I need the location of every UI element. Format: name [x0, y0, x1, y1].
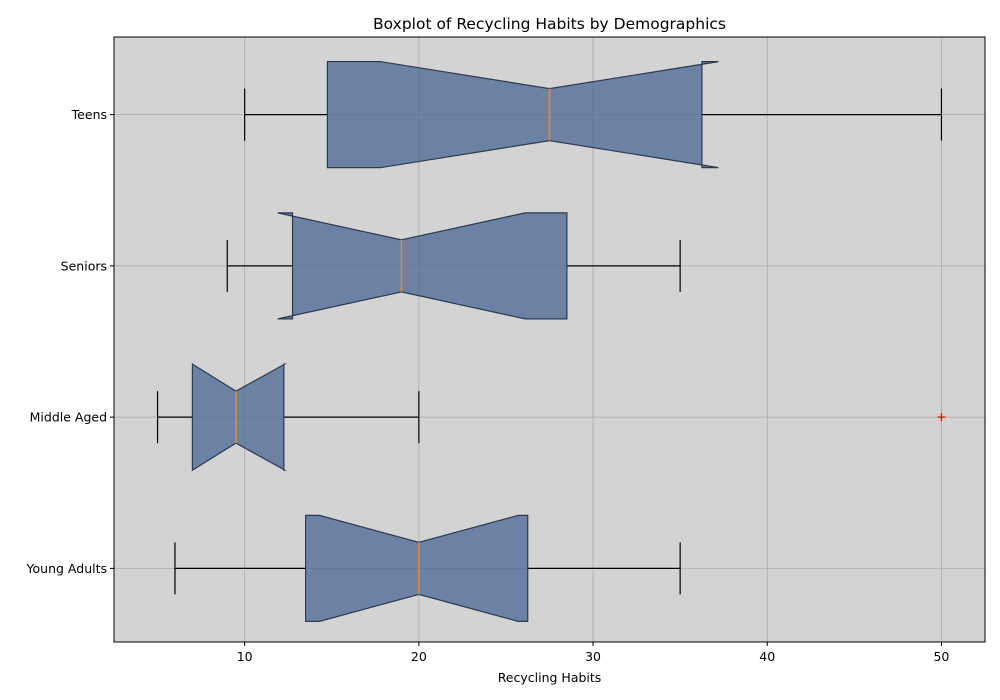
- x-tick-label: 10: [237, 649, 253, 664]
- x-axis-ticks: 10 20 30 40 50: [237, 642, 949, 664]
- box-group: [174, 514, 681, 622]
- box-body: [277, 212, 568, 320]
- box-body: [305, 514, 529, 622]
- x-tick-label: 30: [585, 649, 601, 664]
- chart-title: Boxplot of Recycling Habits by Demograph…: [373, 15, 726, 33]
- x-axis-label: Recycling Habits: [498, 670, 602, 685]
- box-group: [156, 363, 946, 472]
- x-tick-label: 40: [759, 649, 775, 664]
- box-body: [191, 363, 288, 472]
- y-tick-label: Young Adults: [26, 561, 107, 576]
- box-group: [244, 61, 943, 169]
- y-tick-label: Middle Aged: [30, 410, 107, 425]
- box-body: [326, 61, 719, 169]
- box-series: [156, 61, 946, 622]
- y-axis-ticks: Teens Seniors Middle Aged Young Adults: [26, 107, 114, 576]
- x-tick-label: 50: [933, 649, 949, 664]
- x-tick-label: 20: [411, 649, 427, 664]
- y-tick-label: Seniors: [61, 258, 107, 273]
- plot-frame: [113, 36, 986, 643]
- box-group: [226, 212, 681, 320]
- y-tick-label: Teens: [71, 107, 107, 122]
